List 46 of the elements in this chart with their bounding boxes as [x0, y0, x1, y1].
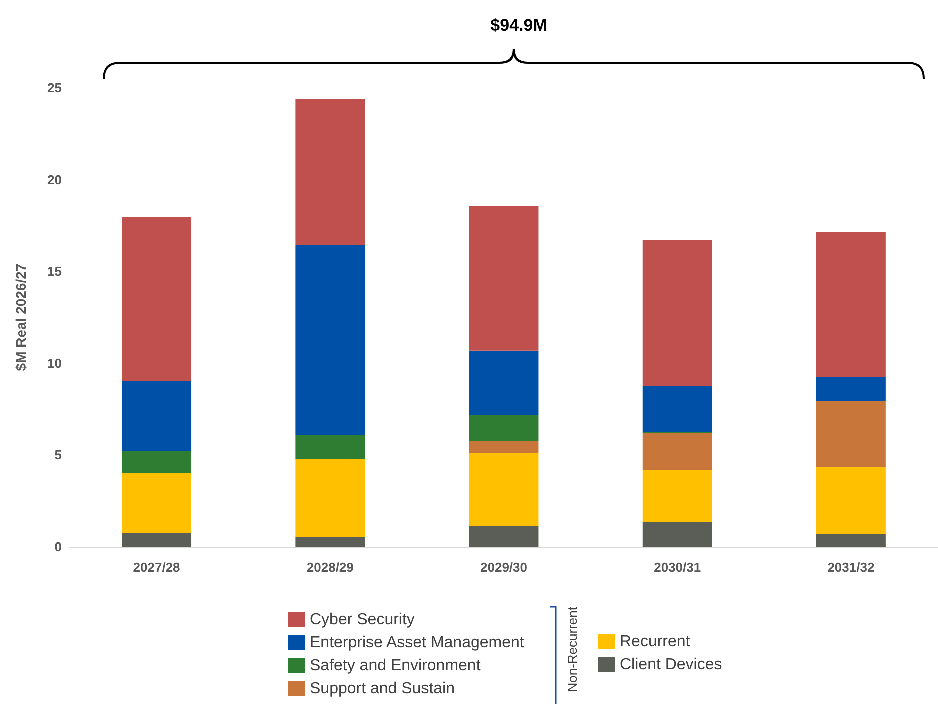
bar [469, 350, 539, 415]
bar [642, 386, 712, 432]
bar [642, 470, 712, 522]
chart-title: $94.9M [490, 16, 548, 35]
bar [469, 414, 539, 442]
x-tick-label: 2028/29 [306, 560, 354, 575]
bar [816, 401, 886, 467]
bar [296, 244, 366, 436]
y-tick-label: 5 [54, 448, 62, 463]
text: Non-Recurrent [565, 606, 580, 692]
legend-label: Client Devices [620, 656, 722, 674]
y-tick-label: 0 [54, 540, 62, 554]
legend-label: Recurrent [620, 634, 691, 650]
y-tick-label: 10 [48, 356, 62, 371]
bar [122, 473, 192, 534]
y-tick-label: 25 [48, 80, 62, 96]
bar [296, 99, 366, 245]
bar [469, 206, 539, 351]
y-tick-label: 20 [48, 172, 62, 188]
legend-label: Cyber Security [310, 612, 415, 628]
bar [816, 534, 886, 547]
bar [122, 533, 192, 547]
bar [296, 537, 366, 547]
bar [296, 435, 366, 460]
bar [469, 526, 539, 547]
bar [642, 240, 712, 386]
bar [122, 381, 192, 451]
y-tick-label: 15 [48, 264, 62, 280]
bar [642, 432, 712, 470]
x-tick-label: 2030/31 [654, 560, 702, 575]
bar [296, 459, 366, 538]
legend-label: Support and Sustain [310, 680, 455, 698]
legend-label: Safety and Environment [310, 658, 482, 674]
bar [122, 450, 192, 474]
bar [816, 376, 886, 402]
bar [816, 232, 886, 377]
y-axis-title: $M Real 2026/27 [13, 264, 29, 372]
bar [469, 452, 539, 526]
bar [469, 441, 539, 453]
bar [816, 466, 886, 534]
legend-label: Enterprise Asset Management [310, 634, 525, 652]
x-tick-label: 2029/30 [480, 560, 528, 575]
bar [642, 522, 712, 547]
x-tick-label: 2027/28 [133, 560, 180, 575]
x-tick-label: 2031/32 [828, 560, 875, 575]
bar [122, 217, 192, 382]
